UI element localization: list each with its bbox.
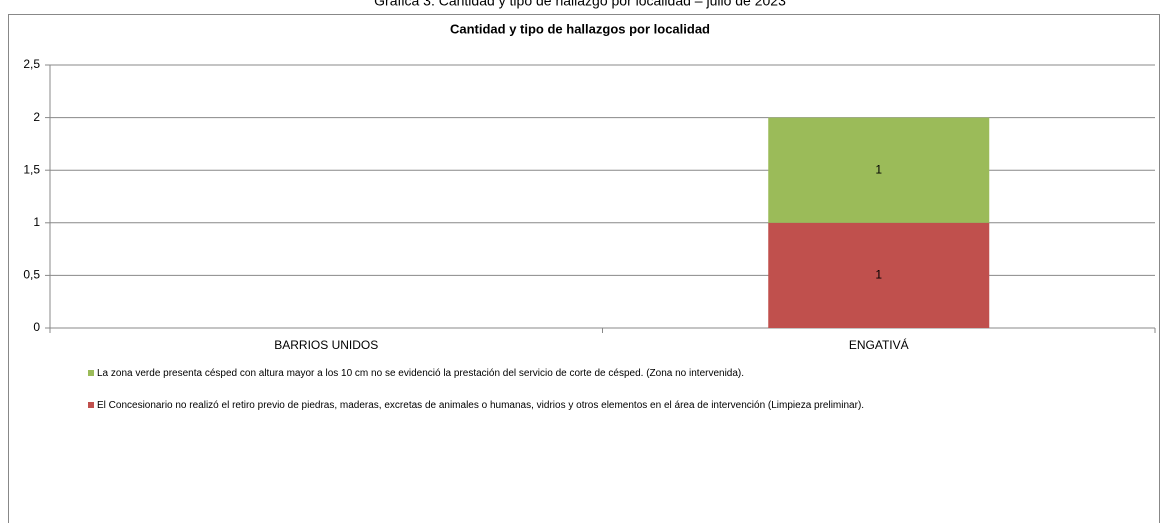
chart-frame	[8, 14, 1160, 523]
bar-segment	[768, 222, 990, 328]
x-tick-label: ENGATIVÁ	[849, 337, 909, 352]
bar-segment	[768, 117, 990, 223]
data-label: 1	[875, 268, 882, 282]
data-label: 1	[875, 162, 882, 176]
y-tick-label: 2	[33, 110, 40, 124]
legend-swatch	[88, 402, 94, 408]
legend-swatch	[88, 370, 94, 376]
legend-entry: La zona verde presenta césped con altura…	[88, 368, 988, 379]
x-tick-label: BARRIOS UNIDOS	[274, 338, 378, 352]
y-tick-label: 1,5	[23, 162, 40, 176]
y-tick-label: 2,5	[23, 57, 40, 71]
y-tick-label: 0	[33, 320, 40, 334]
y-tick-label: 0,5	[23, 268, 40, 282]
chart-title: Cantidad y tipo de hallazgos por localid…	[450, 21, 710, 36]
y-tick-label: 1	[33, 215, 40, 229]
legend-label: El Concesionario no realizó el retiro pr…	[97, 400, 865, 411]
legend-entry: El Concesionario no realizó el retiro pr…	[88, 400, 988, 411]
legend-label: La zona verde presenta césped con altura…	[97, 368, 745, 379]
caption: Gráfica 3. Cantidad y tipo de hallazgo p…	[374, 0, 786, 9]
